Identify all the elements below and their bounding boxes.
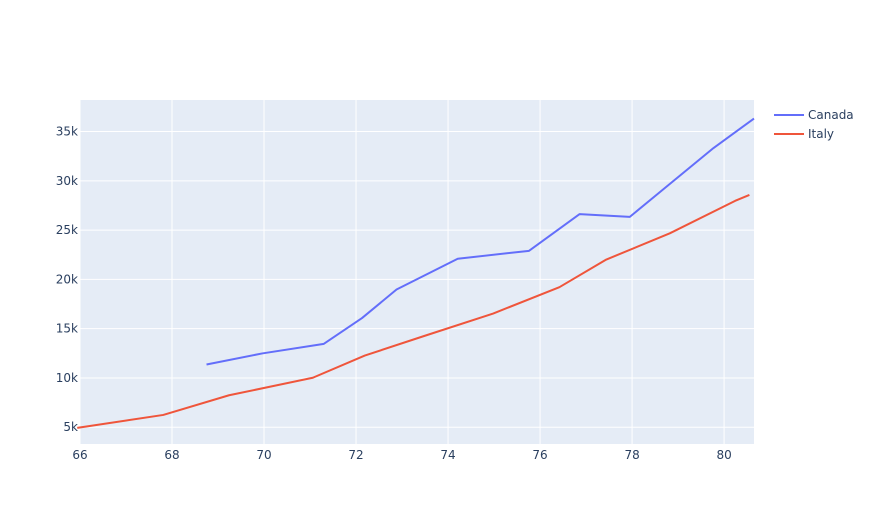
series-line-italy (77, 193, 750, 429)
x-tick-label: 78 (624, 448, 639, 462)
y-tick-label: 20k (56, 272, 78, 286)
x-tick-label: 70 (256, 448, 271, 462)
x-tick-label: 80 (716, 448, 731, 462)
y-tick-label: 35k (56, 125, 78, 139)
plot-background (80, 100, 754, 444)
x-axis-tick-labels: 66 68 70 72 74 76 78 80 (72, 448, 731, 462)
x-tick-label: 72 (348, 448, 363, 462)
series-layer (77, 117, 755, 429)
legend[interactable]: Canada Italy (774, 108, 854, 141)
x-tick-label: 76 (532, 448, 547, 462)
legend-label: Italy (808, 127, 834, 141)
x-tick-label: 68 (164, 448, 179, 462)
x-tick-label: 66 (72, 448, 87, 462)
y-tick-label: 5k (63, 420, 78, 434)
series-italy (77, 193, 750, 429)
legend-item-italy[interactable]: Italy (774, 127, 834, 141)
series-line-canada (206, 117, 755, 366)
y-axis-tick-labels: 5k 10k 15k 20k 25k 30k 35k (56, 125, 78, 435)
y-tick-label: 25k (56, 223, 78, 237)
y-tick-label: 15k (56, 322, 78, 336)
y-tick-label: 30k (56, 174, 78, 188)
x-tick-label: 74 (440, 448, 455, 462)
legend-label: Canada (808, 108, 854, 122)
x-gridlines (79, 100, 725, 444)
y-gridlines (80, 131, 754, 428)
legend-item-canada[interactable]: Canada (774, 108, 854, 122)
y-tick-label: 10k (56, 371, 78, 385)
series-canada (206, 117, 755, 366)
